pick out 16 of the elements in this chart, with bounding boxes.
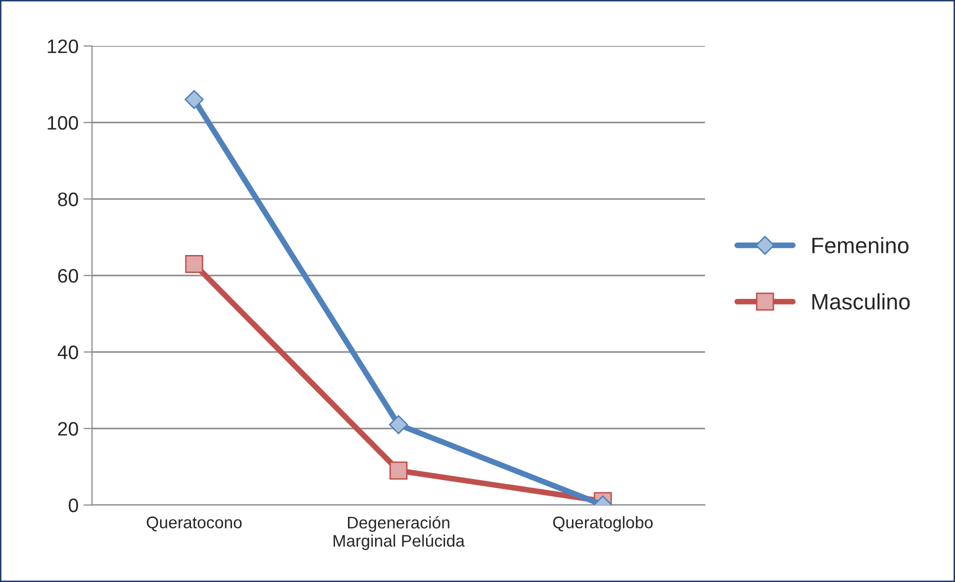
x-tick-label: Degeneración Marginal Pelúcida <box>334 516 465 550</box>
legend-label: Femenino <box>812 237 908 254</box>
y-tick-label: 40 <box>58 345 78 360</box>
y-tick-label: 0 <box>68 498 78 512</box>
legend-label: Masculino <box>812 293 910 310</box>
y-tick-label: 20 <box>58 422 78 436</box>
x-tick-label: Queratoglobo <box>553 516 653 532</box>
point <box>389 462 408 480</box>
point <box>388 415 408 434</box>
x-tick-label: Queratocono <box>146 516 242 532</box>
y-tick-label: 100 <box>48 116 78 130</box>
y-tick-label: 120 <box>48 39 78 54</box>
y-tick-label: 80 <box>58 192 78 206</box>
point <box>184 90 204 110</box>
point <box>185 254 204 274</box>
y-tick-label: 60 <box>58 268 78 283</box>
